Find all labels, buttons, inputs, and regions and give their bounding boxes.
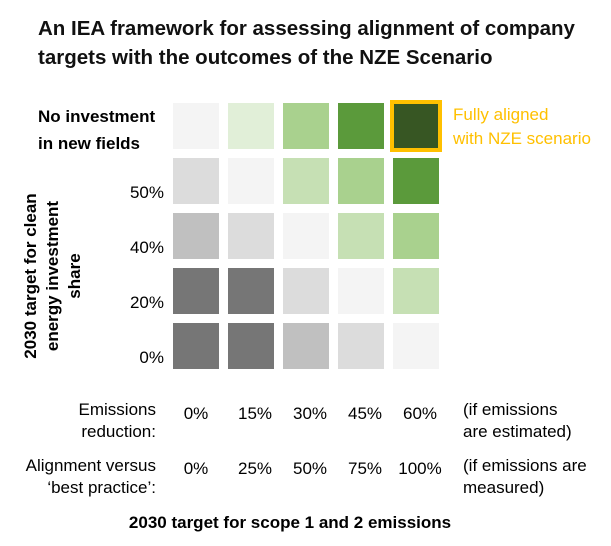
- matrix-cell-r3-c3: [338, 268, 384, 314]
- alignment-note: (if emissions are measured): [463, 455, 587, 499]
- emissions-note: (if emissions are estimated): [463, 399, 572, 443]
- matrix-cell-r4-c1: [228, 323, 274, 369]
- row-label-50: 50%: [129, 183, 164, 202]
- matrix-cell-r3-c0: [173, 268, 219, 314]
- fully-aligned-note-line2: with NZE scenario: [453, 129, 591, 148]
- emissions-value-15: 15%: [237, 404, 273, 423]
- x-axis-title: 2030 target for scope 1 and 2 emissions: [128, 513, 452, 532]
- matrix-cell-r0-c0: [173, 103, 219, 149]
- matrix-cell-r0-c4: [390, 100, 442, 152]
- top-row-label-line1: No investment: [38, 107, 156, 126]
- matrix-cell-r2-c2: [283, 213, 329, 259]
- row-label-20: 20%: [129, 293, 164, 312]
- matrix-cell-r2-c0: [173, 213, 219, 259]
- emissions-note-line1: (if emissions: [463, 400, 558, 419]
- emissions-reduction-label-line1: Emissions: [78, 400, 156, 419]
- emissions-value-60: 60%: [402, 404, 438, 423]
- fully-aligned-note: Fully aligned with NZE scenario: [453, 103, 591, 151]
- matrix-cell-r4-c2: [283, 323, 329, 369]
- matrix-cell-r3-c4: [393, 268, 439, 314]
- alignment-value-75: 75%: [347, 459, 383, 478]
- row-label-0: 0%: [139, 348, 164, 367]
- matrix-cell-r0-c3: [338, 103, 384, 149]
- top-row-label: No investment in new fields: [38, 103, 155, 157]
- alignment-best-practice-label: Alignment versus ‘best practice’:: [4, 455, 156, 499]
- emissions-value-45: 45%: [347, 404, 383, 423]
- emissions-reduction-label-line2: reduction:: [81, 422, 156, 441]
- y-axis-title-line2: energy investment share: [43, 200, 84, 352]
- alignment-label-line2: ‘best practice’:: [47, 478, 156, 497]
- alignment-value-0: 0%: [183, 459, 209, 478]
- emissions-reduction-label: Emissions reduction:: [10, 399, 156, 443]
- y-axis-title: 2030 target for clean energy investment …: [20, 176, 84, 376]
- matrix-cell-r0-c1: [228, 103, 274, 149]
- matrix-cell-r4-c3: [338, 323, 384, 369]
- alignment-note-line2: measured): [463, 478, 545, 497]
- matrix-cell-r0-c2: [283, 103, 329, 149]
- matrix-cell-r1-c1: [228, 158, 274, 204]
- matrix-cell-r3-c2: [283, 268, 329, 314]
- matrix-cell-r2-c3: [338, 213, 384, 259]
- matrix-cell-r4-c4: [393, 323, 439, 369]
- alignment-value-100: 100%: [398, 459, 442, 478]
- alignment-value-50: 50%: [292, 459, 328, 478]
- row-label-40: 40%: [129, 238, 164, 257]
- top-row-label-line2: in new fields: [38, 134, 141, 153]
- emissions-value-0: 0%: [183, 404, 209, 423]
- matrix-cell-r2-c1: [228, 213, 274, 259]
- matrix-cell-r1-c2: [283, 158, 329, 204]
- figure-title-line2: targets with the outcomes of the NZE Sce…: [38, 46, 493, 69]
- matrix-cell-r1-c3: [338, 158, 384, 204]
- figure-title-line1: An IEA framework for assessing alignment…: [38, 17, 575, 40]
- matrix-cell-r4-c0: [173, 323, 219, 369]
- emissions-value-30: 30%: [292, 404, 328, 423]
- matrix-cell-r2-c4: [393, 213, 439, 259]
- alignment-note-line1: (if emissions are: [463, 456, 587, 475]
- matrix-cell-r3-c1: [228, 268, 274, 314]
- fully-aligned-note-line1: Fully aligned: [453, 105, 549, 124]
- matrix-cell-r1-c0: [173, 158, 219, 204]
- matrix-cell-r1-c4: [393, 158, 439, 204]
- figure-title: An IEA framework for assessing alignment…: [38, 14, 608, 72]
- y-axis-title-line1: 2030 target for clean: [21, 193, 40, 359]
- alignment-value-25: 25%: [237, 459, 273, 478]
- emissions-note-line2: are estimated): [463, 422, 572, 441]
- alignment-label-line1: Alignment versus: [25, 456, 156, 475]
